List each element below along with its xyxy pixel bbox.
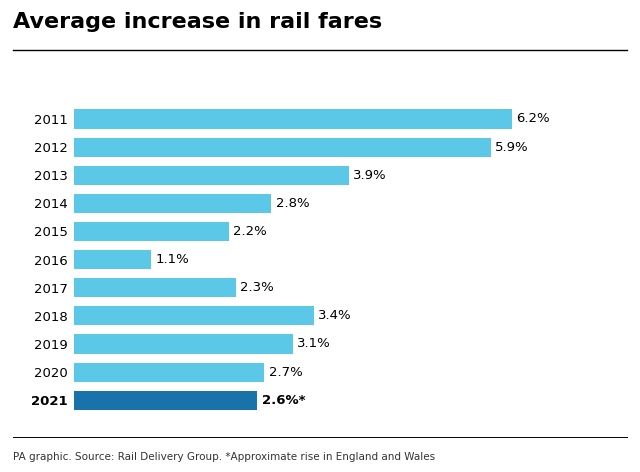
Bar [74, 278, 236, 297]
Bar [74, 362, 264, 382]
Text: 3.1%: 3.1% [297, 337, 331, 351]
Bar [74, 306, 314, 325]
Text: 2.3%: 2.3% [241, 281, 274, 294]
Bar [74, 334, 292, 354]
Text: 2.8%: 2.8% [276, 197, 309, 210]
Bar [74, 166, 349, 185]
Text: 3.9%: 3.9% [353, 169, 387, 182]
Bar [74, 110, 512, 128]
Text: 1.1%: 1.1% [156, 253, 189, 266]
Bar [74, 250, 151, 269]
Bar [74, 222, 229, 241]
Bar [74, 391, 257, 410]
Text: PA graphic. Source: Rail Delivery Group. *Approximate rise in England and Wales: PA graphic. Source: Rail Delivery Group.… [13, 452, 435, 462]
Text: 2.2%: 2.2% [234, 225, 267, 238]
Text: 2.6%*: 2.6%* [262, 394, 305, 407]
Text: 5.9%: 5.9% [495, 141, 529, 153]
Text: 2.7%: 2.7% [269, 366, 302, 379]
Text: Average increase in rail fares: Average increase in rail fares [13, 12, 382, 32]
Bar [74, 137, 490, 157]
Bar [74, 194, 271, 213]
Text: 3.4%: 3.4% [318, 309, 352, 322]
Text: 6.2%: 6.2% [516, 112, 550, 126]
